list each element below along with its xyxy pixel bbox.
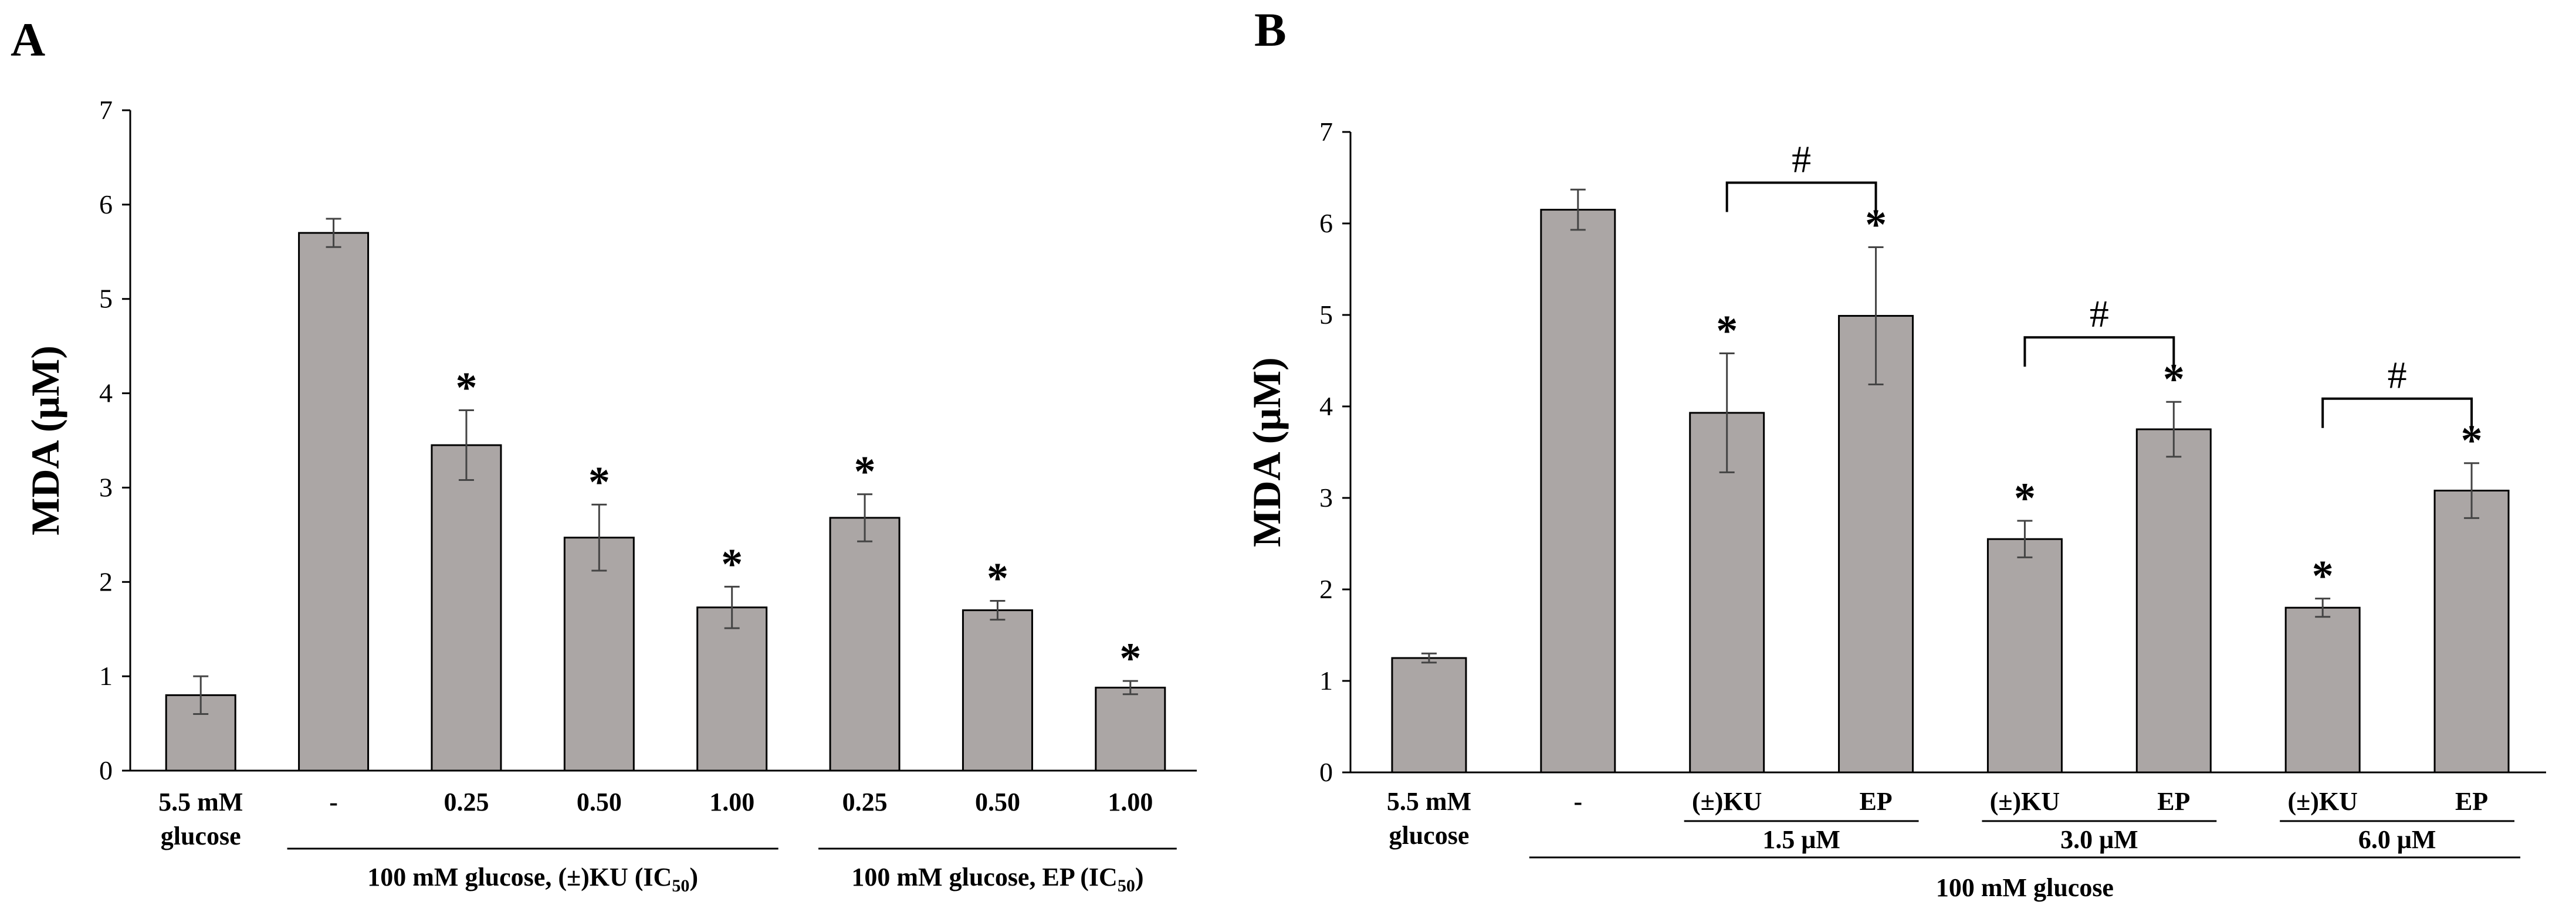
y-tick-label: 7: [1319, 117, 1333, 147]
bar: [962, 609, 1033, 772]
y-axis-label: MDA (μM): [1244, 357, 1289, 547]
category-label: EP: [1859, 787, 1892, 816]
category-label: -: [329, 788, 338, 816]
group-label-subscript: 50: [1118, 876, 1135, 896]
significance-mark: *: [588, 458, 610, 506]
group-label: 100 mM glucose, (±)KU (IC50): [367, 863, 698, 896]
group-label-suffix: ): [1135, 863, 1144, 891]
bar: [1838, 315, 1914, 774]
category-label: 0.50: [975, 788, 1020, 816]
significance-mark: *: [721, 540, 743, 588]
y-tick-label: 2: [1319, 574, 1333, 604]
significance-mark: *: [455, 364, 477, 412]
y-tick-label: 0: [99, 755, 113, 785]
bar: [1540, 209, 1616, 774]
bar: [2433, 490, 2510, 774]
y-tick-label: 5: [99, 284, 113, 314]
bar: [563, 537, 635, 772]
significance-mark: *: [2312, 552, 2334, 601]
category-label: -: [1573, 787, 1582, 816]
y-tick-label: 6: [1319, 208, 1333, 238]
bar: [2135, 428, 2212, 774]
chart-panel-a: A MDA (μM) 0 1 2 3 4 5 6 7 5.5 mM glucose - * 0.25 * 0.5…: [11, 13, 1197, 896]
bar: [298, 232, 370, 772]
bar: [696, 606, 768, 772]
dose-label: 1.5 μM: [1762, 825, 1840, 854]
significance-mark: *: [987, 554, 1008, 602]
category-label: 5.5 mM: [1387, 787, 1471, 816]
bar: [1095, 686, 1166, 772]
significance-mark: *: [2014, 474, 2036, 523]
bar: [431, 444, 502, 772]
comparison-bracket: [2321, 397, 2473, 428]
category-label: 1.00: [709, 788, 754, 816]
group-label: 100 mM glucose, EP (IC50): [851, 863, 1143, 896]
category-label: 0.25: [444, 788, 489, 816]
group-label: 100 mM glucose: [1936, 873, 2114, 902]
y-tick-label: 3: [1319, 483, 1333, 513]
category-label: glucose: [1389, 821, 1469, 850]
y-tick-label: 3: [99, 472, 113, 502]
category-label: EP: [2157, 787, 2190, 816]
significance-mark: *: [854, 448, 876, 496]
category-label: (±)KU: [1692, 787, 1762, 816]
y-tick-label: 1: [99, 661, 113, 691]
panel-label: A: [11, 13, 45, 66]
y-tick-label: 6: [99, 189, 113, 219]
comparison-mark: #: [2090, 293, 2109, 335]
y-tick-label: 4: [99, 378, 113, 408]
bar: [829, 517, 901, 772]
y-tick-label: 4: [1319, 391, 1333, 421]
category-label: (±)KU: [2287, 787, 2357, 816]
y-tick-label: 7: [99, 95, 113, 125]
bar: [1391, 657, 1467, 774]
y-tick-label: 2: [99, 567, 113, 596]
dose-label: 6.0 μM: [2358, 825, 2436, 854]
y-tick-label: 5: [1319, 300, 1333, 330]
comparison-bracket: [2023, 336, 2175, 367]
y-axis-label: MDA (μM): [23, 345, 67, 535]
comparison-mark: #: [1792, 138, 1811, 181]
category-label: 1.00: [1108, 788, 1153, 816]
significance-mark: *: [1716, 307, 1738, 355]
category-label: 0.25: [842, 788, 888, 816]
y-tick-label: 1: [1319, 666, 1333, 696]
comparison-bracket: [1725, 181, 1877, 212]
category-label: 0.50: [577, 788, 622, 816]
category-label: 5.5 mM: [158, 788, 243, 816]
bar: [1986, 538, 2063, 774]
comparison-mark: #: [2388, 354, 2407, 397]
category-label: glucose: [161, 822, 241, 850]
category-label: (±)KU: [1990, 787, 2060, 816]
group-label-subscript: 50: [672, 876, 689, 896]
y-tick-label: 0: [1319, 757, 1333, 787]
panel-label: B: [1254, 3, 1287, 56]
significance-mark: *: [1119, 635, 1141, 683]
category-label: EP: [2455, 787, 2488, 816]
chart-panel-b: B MDA (μM) 0 1 2 3 4 5 6 7 5.5 mM glucose - * (±)KU * EP…: [1244, 3, 2546, 902]
group-label-suffix: ): [689, 863, 698, 891]
dose-label: 3.0 μM: [2060, 825, 2138, 854]
bar: [2284, 606, 2361, 774]
